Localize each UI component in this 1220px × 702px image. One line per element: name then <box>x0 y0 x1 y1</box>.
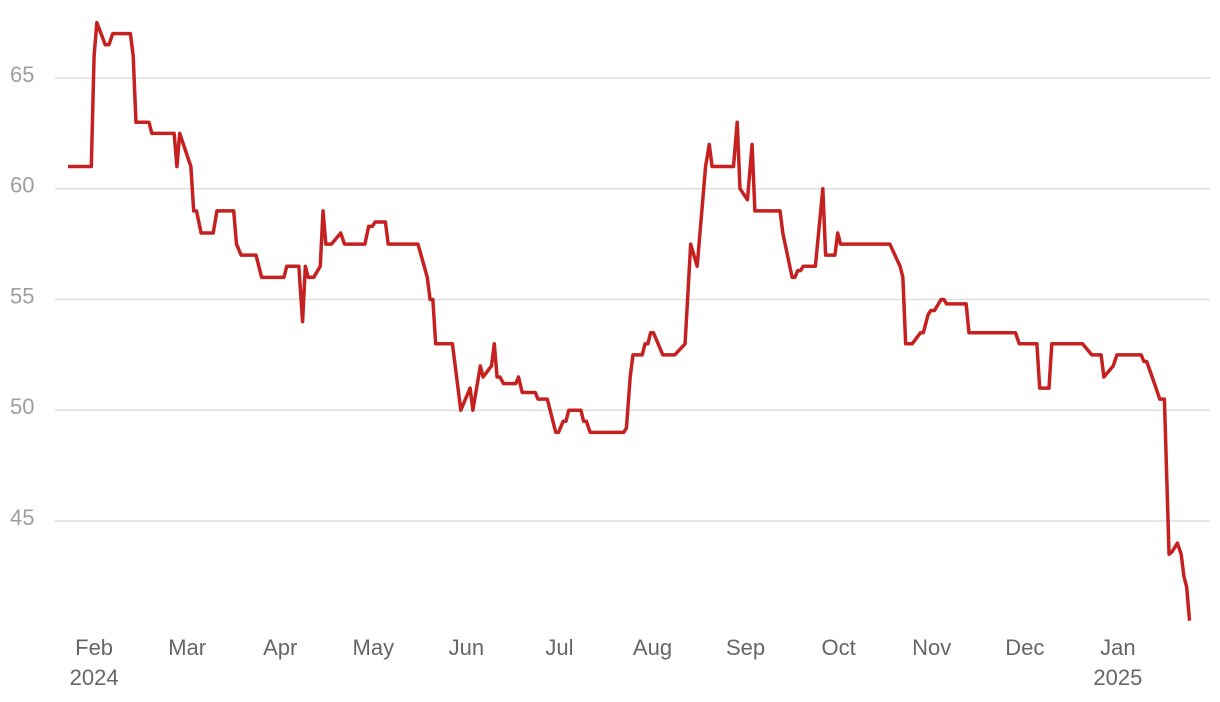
x-tick-label: Nov <box>912 635 951 660</box>
x-tick-label: Aug <box>633 635 672 660</box>
x-tick-label: May <box>353 635 395 660</box>
x-tick-label: Oct <box>822 635 856 660</box>
x-tick-label: Sep <box>726 635 765 660</box>
x-year-label: 2025 <box>1093 665 1142 690</box>
x-tick-label: Jul <box>545 635 573 660</box>
x-tick-label: Jan <box>1100 635 1135 660</box>
y-tick-label: 45 <box>10 505 34 530</box>
x-tick-label: Jun <box>449 635 484 660</box>
y-tick-label: 65 <box>10 62 34 87</box>
line <box>68 20 1192 621</box>
x-tick-label: Dec <box>1005 635 1044 660</box>
x-tick-label: Feb <box>75 635 113 660</box>
y-tick-label: 60 <box>10 173 34 198</box>
x-tick-label: Apr <box>263 635 297 660</box>
x-year-label: 2024 <box>70 665 119 690</box>
x-tick-label: Mar <box>168 635 206 660</box>
y-tick-label: 50 <box>10 394 34 419</box>
y-tick-label: 55 <box>10 283 34 308</box>
